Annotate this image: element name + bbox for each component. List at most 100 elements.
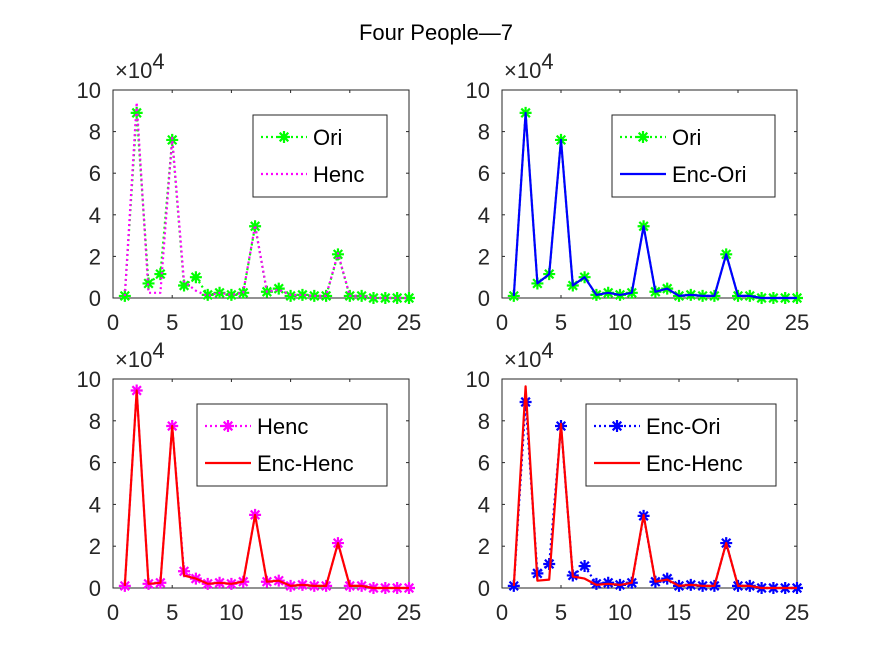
y-tick-label: 0 — [478, 286, 490, 311]
x-tick-label: 5 — [166, 600, 178, 625]
x-tick-label: 10 — [219, 600, 243, 625]
data-point-ori — [130, 106, 143, 119]
x-tick-label: 5 — [555, 310, 567, 335]
y-exponent-power: 4 — [541, 338, 553, 363]
y-tick-label: 6 — [478, 451, 490, 476]
data-point-ori — [367, 292, 380, 304]
legend-marker — [278, 131, 290, 143]
y-tick-label: 2 — [478, 244, 490, 269]
data-point-henc — [118, 579, 131, 592]
data-point-ori — [249, 220, 262, 233]
data-point-ori — [272, 282, 285, 295]
x-tick-label: 15 — [278, 310, 302, 335]
legend-label: Enc-Ori — [672, 162, 747, 187]
series-line-enc-ori — [512, 111, 797, 300]
x-tick-label: 10 — [219, 310, 243, 335]
y-tick-label: 4 — [89, 492, 101, 517]
x-tick-label: 10 — [608, 600, 632, 625]
legend: Enc-Ori Enc-Henc — [585, 403, 777, 487]
data-point-ori — [118, 289, 131, 302]
data-point-ori — [355, 289, 368, 302]
legend: Ori Enc-Ori — [611, 114, 776, 198]
x-tick-label: 20 — [338, 310, 362, 335]
data-point-enc-ori — [578, 560, 591, 573]
legend-label: Ori — [313, 125, 342, 150]
y-exponent-label: ×104 — [504, 338, 554, 372]
x-tick-label: 0 — [107, 310, 119, 335]
figure-title: Four People—7 — [359, 20, 513, 45]
x-tick-label: 15 — [667, 600, 691, 625]
subplot-4: 0 5 10 15 20 25 0 2 4 6 8 10 ×104 Enc-Ori Enc-Henc — [466, 338, 810, 625]
y-tick-label: 0 — [89, 576, 101, 601]
x-tick-label: 25 — [785, 310, 809, 335]
y-exponent-label: ×104 — [115, 338, 165, 372]
x-tick-label: 5 — [555, 600, 567, 625]
legend-label: Enc-Henc — [257, 451, 354, 476]
y-tick-label: 6 — [89, 161, 101, 186]
y-tick-label: 10 — [77, 367, 101, 392]
y-tick-label: 10 — [77, 78, 101, 103]
x-tick-label: 0 — [496, 310, 508, 335]
x-tick-label: 25 — [397, 310, 421, 335]
data-point-ori — [296, 288, 309, 301]
y-tick-label: 2 — [89, 534, 101, 559]
subplot-1: 0 5 10 15 20 25 0 2 4 6 8 10 ×104 Ori Henc — [77, 49, 422, 335]
legend-label: Enc-Ori — [646, 414, 721, 439]
x-tick-label: 25 — [397, 600, 421, 625]
y-tick-label: 6 — [89, 451, 101, 476]
y-tick-label: 0 — [478, 576, 490, 601]
y-tick-label: 2 — [89, 244, 101, 269]
y-tick-label: 8 — [478, 409, 490, 434]
y-tick-label: 6 — [478, 161, 490, 186]
data-point-ori — [178, 279, 191, 292]
legend-marker — [611, 420, 623, 432]
y-tick-label: 10 — [466, 78, 490, 103]
y-tick-label: 2 — [478, 534, 490, 559]
legend-label: Henc — [313, 162, 364, 187]
series-line-enc-henc — [512, 385, 797, 590]
legend-box — [611, 114, 776, 198]
y-tick-label: 8 — [478, 120, 490, 145]
y-tick-label: 4 — [89, 203, 101, 228]
data-point-ori — [166, 133, 179, 146]
data-point-ori — [403, 292, 415, 304]
data-point-enc-ori — [543, 557, 556, 570]
legend-label: Ori — [672, 125, 701, 150]
x-tick-label: 15 — [278, 600, 302, 625]
y-exponent-label: ×104 — [504, 49, 554, 83]
y-tick-label: 8 — [89, 409, 101, 434]
series-line-enc-henc — [123, 389, 409, 590]
legend-box — [585, 403, 777, 487]
data-point-enc-ori — [507, 579, 520, 592]
x-tick-label: 20 — [338, 600, 362, 625]
y-tick-label: 4 — [478, 203, 490, 228]
data-point-ori — [391, 292, 404, 304]
y-tick-label: 4 — [478, 492, 490, 517]
data-point-ori — [154, 268, 167, 281]
y-tick-label: 10 — [466, 367, 490, 392]
data-point-ori — [201, 288, 214, 301]
legend-box — [196, 403, 388, 487]
legend: Henc Enc-Henc — [196, 403, 388, 487]
legend: Ori Henc — [252, 114, 388, 198]
x-tick-label: 0 — [107, 600, 119, 625]
x-tick-label: 5 — [166, 310, 178, 335]
data-point-ori — [507, 289, 520, 302]
subplot-2: 0 5 10 15 20 25 0 2 4 6 8 10 ×104 Ori Enc-Ori — [466, 49, 810, 335]
y-tick-label: 8 — [89, 120, 101, 145]
legend-box — [252, 114, 388, 198]
x-tick-label: 0 — [496, 600, 508, 625]
data-point-ori — [189, 271, 202, 284]
x-tick-label: 25 — [785, 600, 809, 625]
data-point-ori — [225, 288, 238, 301]
subplot-3: 0 5 10 15 20 25 0 2 4 6 8 10 ×104 Henc Enc-Henc — [77, 338, 422, 625]
legend-marker — [222, 420, 234, 432]
y-exponent-power: 4 — [541, 49, 553, 74]
x-tick-label: 10 — [608, 310, 632, 335]
legend-marker — [637, 131, 649, 143]
x-tick-label: 15 — [667, 310, 691, 335]
x-tick-label: 20 — [726, 310, 750, 335]
y-exponent-power: 4 — [152, 338, 164, 363]
legend-label: Enc-Henc — [646, 451, 743, 476]
